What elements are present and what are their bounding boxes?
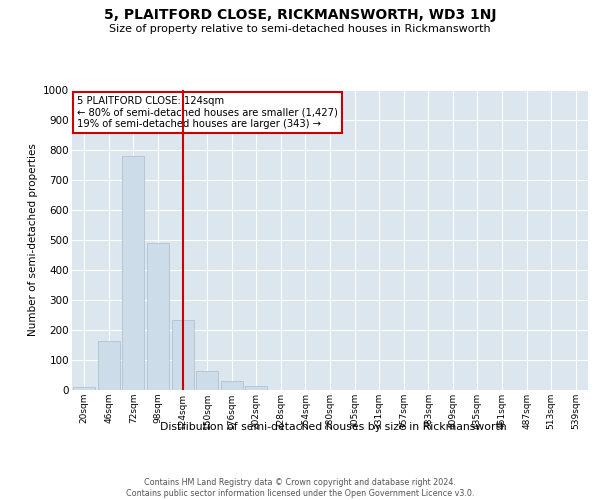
Bar — [147, 243, 169, 390]
Text: 5 PLAITFORD CLOSE: 124sqm
← 80% of semi-detached houses are smaller (1,427)
19% : 5 PLAITFORD CLOSE: 124sqm ← 80% of semi-… — [77, 96, 338, 129]
Bar — [98, 340, 120, 390]
Bar — [221, 381, 243, 390]
Text: Distribution of semi-detached houses by size in Rickmansworth: Distribution of semi-detached houses by … — [160, 422, 506, 432]
Text: 5, PLAITFORD CLOSE, RICKMANSWORTH, WD3 1NJ: 5, PLAITFORD CLOSE, RICKMANSWORTH, WD3 1… — [104, 8, 496, 22]
Text: Size of property relative to semi-detached houses in Rickmansworth: Size of property relative to semi-detach… — [109, 24, 491, 34]
Text: Contains HM Land Registry data © Crown copyright and database right 2024.
Contai: Contains HM Land Registry data © Crown c… — [126, 478, 474, 498]
Bar — [245, 386, 268, 390]
Bar — [196, 372, 218, 390]
Bar — [172, 320, 194, 390]
Bar — [73, 387, 95, 390]
Y-axis label: Number of semi-detached properties: Number of semi-detached properties — [28, 144, 38, 336]
Bar — [122, 156, 145, 390]
